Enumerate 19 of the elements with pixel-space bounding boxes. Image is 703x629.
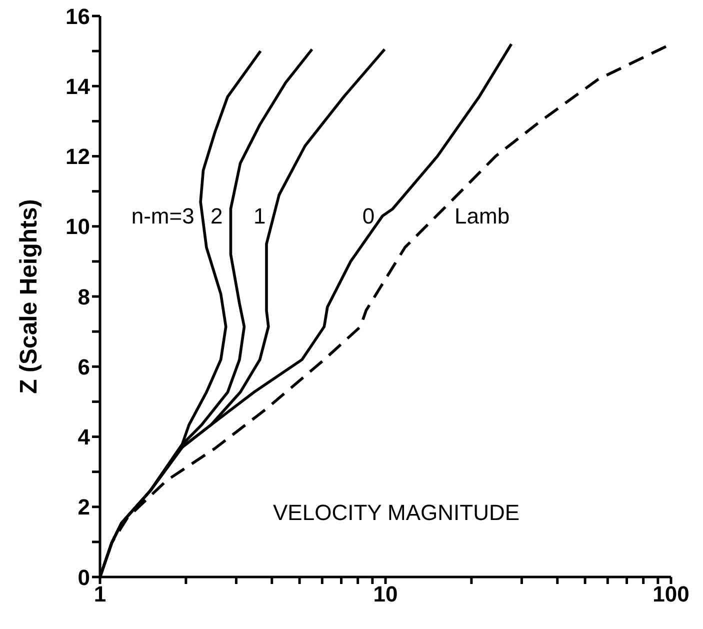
series-label: 1 xyxy=(253,204,266,229)
y-axis-title: Z (Scale Heights) xyxy=(16,199,43,394)
x-tick-label: 10 xyxy=(373,582,398,607)
y-tick-label: 0 xyxy=(78,564,90,590)
series-label: 0 xyxy=(362,204,375,229)
x-tick-label: 100 xyxy=(652,582,690,607)
y-tick-label: 14 xyxy=(66,74,91,99)
y-tick-label: 16 xyxy=(66,4,90,29)
series-label: n-m=3 xyxy=(131,204,194,229)
y-tick-label: 8 xyxy=(78,284,90,310)
y-tick-label: 6 xyxy=(78,354,90,380)
y-tick-label: 2 xyxy=(78,494,90,520)
series-label: Lamb xyxy=(454,204,510,229)
y-tick-label: 4 xyxy=(78,424,91,450)
series-label: 2 xyxy=(210,204,223,229)
y-tick-label: 12 xyxy=(66,144,90,170)
annotation: VELOCITY MAGNITUDE xyxy=(273,500,520,526)
y-tick-label: 10 xyxy=(66,214,90,240)
x-tick-label: 1 xyxy=(94,582,106,607)
